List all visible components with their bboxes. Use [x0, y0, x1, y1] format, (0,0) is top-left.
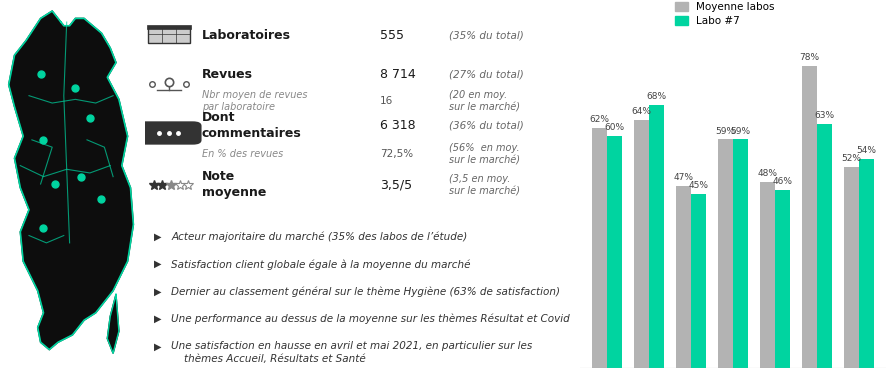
Text: Note
moyenne: Note moyenne [201, 170, 266, 199]
Text: (35% du total): (35% du total) [449, 30, 525, 40]
Text: ▶: ▶ [153, 342, 161, 351]
Text: En % des revues: En % des revues [201, 149, 283, 159]
Text: 3,5/5: 3,5/5 [380, 178, 412, 191]
Text: 48%: 48% [758, 169, 777, 178]
FancyBboxPatch shape [147, 25, 191, 29]
Polygon shape [9, 11, 134, 350]
Text: 78%: 78% [799, 53, 820, 62]
Bar [733, 139, 748, 368]
Bar [859, 159, 874, 368]
Text: 60%: 60% [605, 123, 625, 132]
Text: 555: 555 [380, 29, 404, 42]
Text: 47%: 47% [673, 173, 694, 182]
Bar [649, 105, 664, 368]
Text: 46%: 46% [773, 177, 792, 186]
Bar [760, 182, 775, 368]
FancyBboxPatch shape [136, 121, 201, 145]
Text: Satisfaction client globale égale à la moyenne du marché: Satisfaction client globale égale à la m… [171, 259, 470, 270]
Text: ▶: ▶ [153, 232, 161, 242]
Text: ▶: ▶ [153, 287, 161, 297]
Text: (20 en moy.
sur le marché): (20 en moy. sur le marché) [449, 90, 520, 112]
Bar [817, 124, 832, 368]
Text: 64%: 64% [632, 107, 651, 116]
Bar [676, 186, 691, 368]
Text: Revues: Revues [201, 68, 253, 81]
FancyBboxPatch shape [148, 27, 190, 43]
Text: 59%: 59% [730, 127, 750, 135]
Text: Nbr moyen de revues
par laboratoire: Nbr moyen de revues par laboratoire [201, 90, 307, 112]
Text: 68%: 68% [647, 92, 667, 101]
Bar [592, 128, 607, 368]
Text: Une satisfaction en hausse en avril et mai 2021, en particulier sur les
    thèm: Une satisfaction en hausse en avril et m… [171, 342, 532, 364]
Text: 54%: 54% [856, 146, 876, 155]
Bar [607, 135, 622, 368]
Text: Laboratoires: Laboratoires [201, 29, 291, 42]
Bar [802, 66, 817, 368]
Bar [775, 190, 790, 368]
Text: (3,5 en moy.
sur le marché): (3,5 en moy. sur le marché) [449, 174, 520, 196]
Legend: Moyenne labos, Labo #7: Moyenne labos, Labo #7 [671, 0, 779, 30]
Text: 63%: 63% [814, 111, 835, 120]
Text: 8 714: 8 714 [380, 68, 416, 81]
Text: 62%: 62% [590, 115, 610, 124]
Text: (27% du total): (27% du total) [449, 70, 525, 80]
Text: 6 318: 6 318 [380, 119, 416, 132]
Bar [843, 167, 859, 368]
Text: 59%: 59% [715, 127, 735, 135]
Text: Acteur majoritaire du marché (35% des labos de l’étude): Acteur majoritaire du marché (35% des la… [171, 232, 467, 243]
Text: (36% du total): (36% du total) [449, 120, 525, 130]
Bar [691, 194, 706, 368]
Text: Dont
commentaires: Dont commentaires [201, 111, 301, 140]
Text: 45%: 45% [688, 181, 709, 190]
Text: 52%: 52% [841, 154, 861, 163]
Text: 72,5%: 72,5% [380, 149, 413, 159]
Bar [634, 120, 649, 368]
Text: (56%  en moy.
sur le marché): (56% en moy. sur le marché) [449, 143, 520, 165]
Text: Dernier au classement général sur le thème Hygiène (63% de satisfaction): Dernier au classement général sur le thè… [171, 287, 560, 297]
Text: ▶: ▶ [153, 314, 161, 324]
Text: Une performance au dessus de la moyenne sur les thèmes Résultat et Covid: Une performance au dessus de la moyenne … [171, 314, 570, 325]
Text: ▶: ▶ [153, 259, 161, 269]
Text: 16: 16 [380, 96, 393, 106]
Polygon shape [107, 294, 119, 353]
Bar [718, 139, 733, 368]
